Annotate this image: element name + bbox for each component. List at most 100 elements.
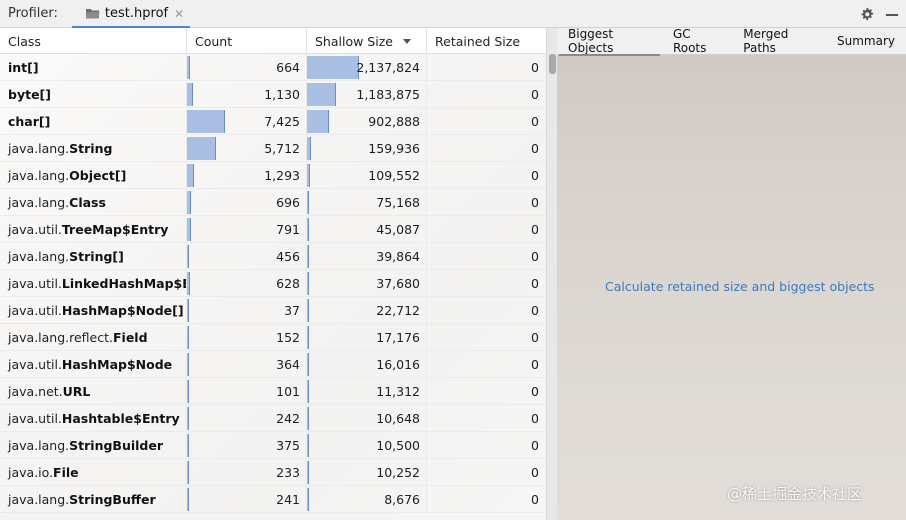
shallow-size-value: 10,500 — [376, 438, 420, 453]
retained-size-value: 0 — [531, 276, 539, 291]
tab-test-hprof[interactable]: test.hprof ✕ — [71, 0, 191, 29]
count-value: 1,293 — [264, 168, 300, 183]
class-name-cell: char[] — [0, 108, 187, 135]
count-value: 7,425 — [264, 114, 300, 129]
count-cell: 101 — [187, 378, 307, 405]
count-bar — [187, 218, 192, 241]
retained-size-value: 0 — [531, 222, 539, 237]
class-name-cell: int[] — [0, 54, 187, 81]
count-bar — [187, 164, 194, 187]
class-name: String[] — [69, 249, 124, 264]
sort-descending-icon — [402, 38, 411, 44]
shallow-size-bar — [307, 83, 336, 106]
table-row[interactable]: java.net. URL 101 11,312 0 — [0, 378, 546, 405]
calculate-retained-size-link[interactable]: Calculate retained size and biggest obje… — [605, 279, 875, 294]
tab-merged-paths[interactable]: Merged Paths — [743, 28, 789, 55]
tab-gc-roots[interactable]: GC Roots — [672, 28, 707, 55]
gear-icon[interactable] — [860, 7, 874, 21]
column-header-retained-size[interactable]: Retained Size — [435, 33, 521, 49]
tab-summary[interactable]: Summary — [837, 34, 895, 48]
shallow-size-bar — [307, 245, 309, 268]
count-bar — [187, 137, 217, 160]
shallow-size-value: 45,087 — [376, 222, 420, 237]
table-row[interactable]: java.util.LinkedHashMap$Entr 628 37,680 0 — [0, 270, 546, 297]
table-row[interactable]: java.util. TreeMap$Entry 791 45,087 0 — [0, 216, 546, 243]
class-name: byte[] — [8, 87, 51, 102]
retained-size-value: 0 — [531, 303, 539, 318]
package-name: java.lang. — [8, 195, 70, 210]
details-tabs: Biggest Objects GC Roots Merged Paths Su… — [557, 28, 906, 56]
retained-size-cell: 0 — [427, 297, 546, 324]
retained-size-cell: 0 — [427, 216, 546, 243]
shallow-size-value: 109,552 — [368, 168, 420, 183]
shallow-size-bar — [307, 56, 359, 79]
table-row[interactable]: java.util. HashMap$Node 364 16,016 0 — [0, 351, 546, 378]
shallow-size-cell: 902,888 — [307, 108, 427, 135]
retained-size-value: 0 — [531, 357, 539, 372]
table-row[interactable]: java.lang. StringBuilder 375 10,500 0 — [0, 432, 546, 459]
scrollbar-thumb[interactable] — [549, 54, 556, 74]
shallow-size-cell: 10,648 — [307, 405, 427, 432]
table-row[interactable]: int[] 664 2,137,824 0 — [0, 54, 546, 81]
column-header-shallow-size[interactable]: Shallow Size — [307, 28, 427, 54]
shallow-size-value: 902,888 — [368, 114, 420, 129]
retained-size-cell: 0 — [427, 54, 546, 81]
table-row[interactable]: char[] 7,425 902,888 0 — [0, 108, 546, 135]
retained-size-cell: 0 — [427, 189, 546, 216]
count-value: 456 — [276, 249, 300, 264]
table-row[interactable]: java.lang. Object[] 1,293 109,552 0 — [0, 162, 546, 189]
class-name: Class — [69, 195, 106, 210]
table-row[interactable]: java.io. File 233 10,252 0 — [0, 459, 546, 486]
class-name: HashMap$Node — [61, 357, 173, 372]
package-name: java.util. — [8, 411, 62, 426]
shallow-size-value: 75,168 — [376, 195, 420, 210]
close-icon[interactable]: ✕ — [174, 6, 185, 21]
count-cell: 152 — [187, 324, 307, 351]
package-name: java.util. — [8, 276, 62, 291]
count-cell: 628 — [187, 270, 307, 297]
shallow-size-cell: 1,183,875 — [307, 81, 427, 108]
count-value: 791 — [276, 222, 300, 237]
table-scrollbar[interactable] — [546, 28, 557, 520]
column-header-class[interactable]: Class — [0, 28, 187, 54]
table-row[interactable]: java.lang. StringBuffer 241 8,676 0 — [0, 486, 546, 513]
shallow-size-bar — [307, 191, 309, 214]
shallow-size-value: 10,252 — [376, 465, 420, 480]
retained-size-value: 0 — [531, 168, 539, 183]
class-name: URL — [62, 384, 91, 399]
retained-size-value: 0 — [531, 114, 539, 129]
retained-size-cell: 0 — [427, 378, 546, 405]
minimize-icon[interactable] — [886, 13, 898, 16]
tab-biggest-objects[interactable]: Biggest Objects — [557, 28, 662, 56]
table-row[interactable]: byte[] 1,130 1,183,875 0 — [0, 81, 546, 108]
count-cell: 364 — [187, 351, 307, 378]
retained-size-value: 0 — [531, 384, 539, 399]
table-row[interactable]: java.util. Hashtable$Entry 242 10,648 0 — [0, 405, 546, 432]
table-row[interactable]: java.lang.reflect. Field 152 17,176 0 — [0, 324, 546, 351]
class-name: char[] — [8, 114, 51, 129]
details-panel: Biggest Objects GC Roots Merged Paths Su… — [557, 28, 906, 520]
class-name-cell: java.lang. String — [0, 135, 187, 162]
column-header-count[interactable]: Count — [187, 28, 307, 54]
retained-size-cell: 0 — [427, 486, 546, 513]
retained-size-value: 0 — [531, 195, 539, 210]
table-row[interactable]: java.lang. String 5,712 159,936 0 — [0, 135, 546, 162]
shallow-size-bar — [307, 326, 309, 349]
count-value: 1,130 — [264, 87, 300, 102]
table-row[interactable]: java.util. HashMap$Node[] 37 22,712 0 — [0, 297, 546, 324]
class-name-cell: java.util. TreeMap$Entry — [0, 216, 187, 243]
shallow-size-bar — [307, 488, 309, 511]
retained-size-cell: 0 — [427, 108, 546, 135]
package-name: java.lang. — [8, 492, 70, 507]
class-name: File — [53, 465, 79, 480]
class-name-cell: java.lang.reflect. Field — [0, 324, 187, 351]
table-row[interactable]: java.lang. String[] 456 39,864 0 — [0, 243, 546, 270]
class-name-cell: java.lang. Class — [0, 189, 187, 216]
retained-size-value: 0 — [531, 465, 539, 480]
table-row[interactable]: java.lang. Class 696 75,168 0 — [0, 189, 546, 216]
shallow-size-bar — [307, 434, 309, 457]
shallow-size-value: 39,864 — [376, 249, 420, 264]
retained-size-value: 0 — [531, 411, 539, 426]
shallow-size-cell: 39,864 — [307, 243, 427, 270]
shallow-size-cell: 75,168 — [307, 189, 427, 216]
